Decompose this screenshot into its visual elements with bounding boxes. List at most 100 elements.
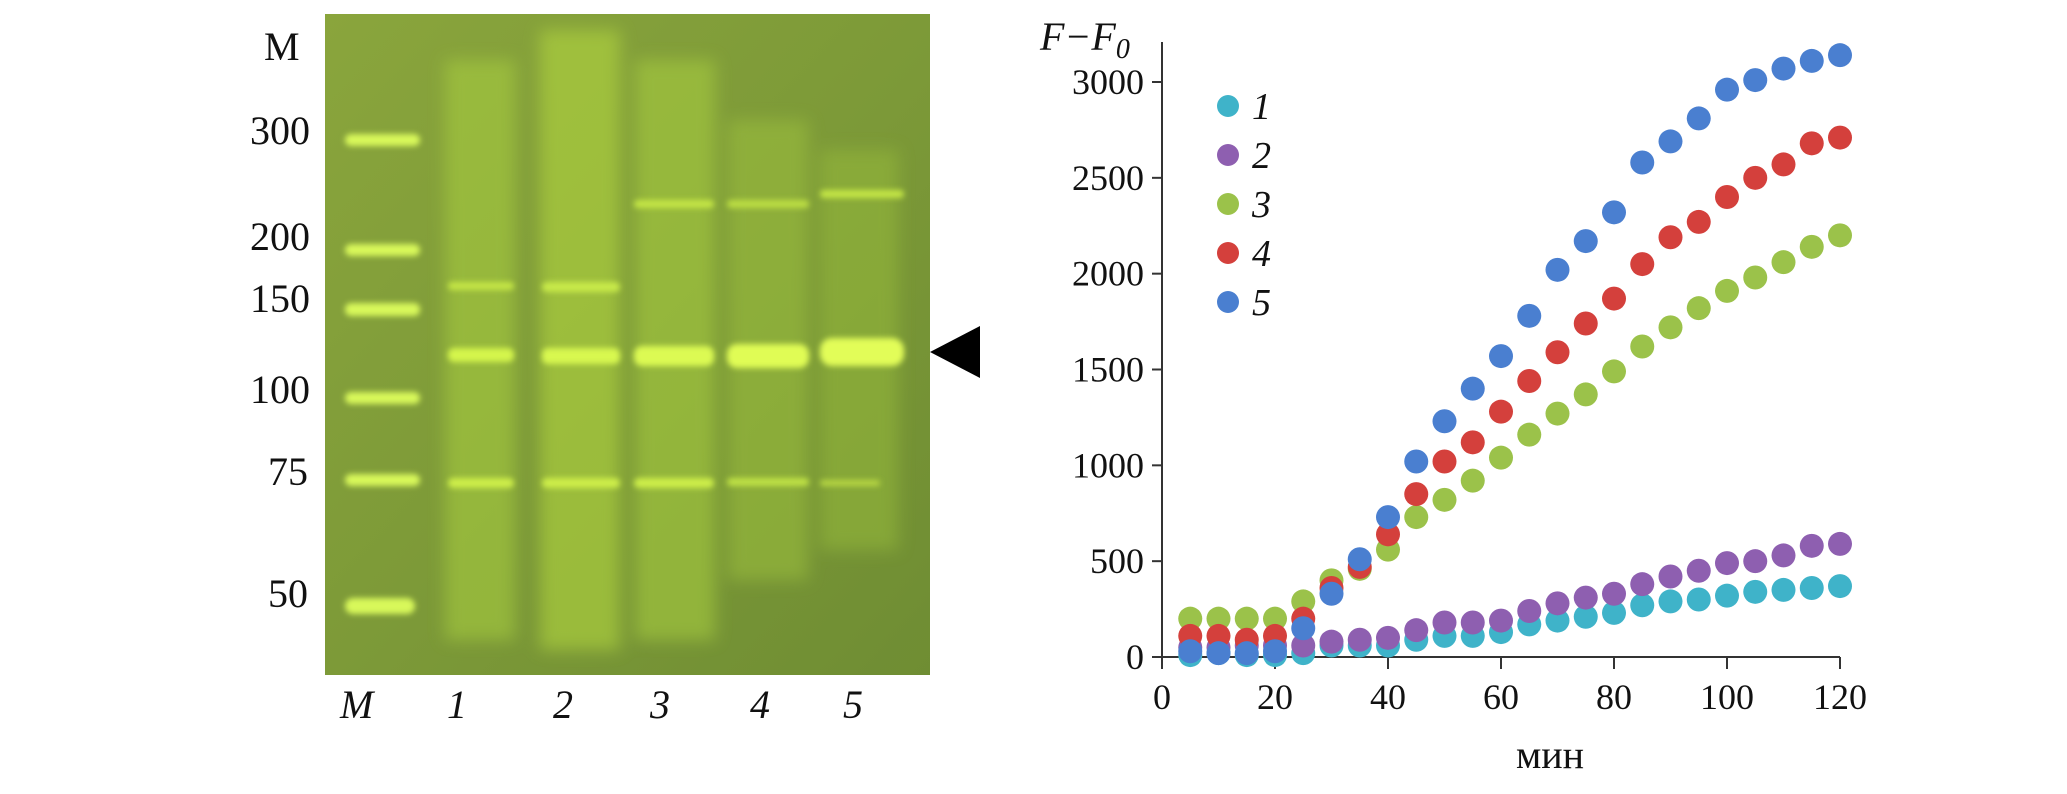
point-series-2-x105 <box>1743 549 1768 574</box>
point-series-3-x80 <box>1602 359 1626 384</box>
point-series-1-x95 <box>1686 587 1711 612</box>
point-series-5-x95 <box>1686 106 1711 131</box>
point-series-5-x70 <box>1545 257 1570 282</box>
legend-marker-1 <box>1217 95 1239 117</box>
legend-marker-2 <box>1217 144 1239 166</box>
point-series-4-x55 <box>1460 430 1485 455</box>
y-tick-label-3000: 3000 <box>1072 62 1144 102</box>
lane-2-main-band <box>542 348 620 364</box>
point-series-3-x70 <box>1545 401 1570 426</box>
marker-title: M <box>264 24 300 69</box>
point-series-5-x25 <box>1291 616 1316 641</box>
x-tick-label-80: 80 <box>1596 677 1632 717</box>
point-series-5-x110 <box>1771 56 1796 81</box>
point-series-1-x115 <box>1799 576 1824 600</box>
point-series-3-x15 <box>1234 606 1259 631</box>
marker-size-200: 200 <box>250 214 310 259</box>
point-series-2-x55 <box>1460 610 1485 635</box>
point-series-3-x120 <box>1828 223 1852 248</box>
point-series-5-x60 <box>1489 344 1513 369</box>
y-tick-label-2500: 2500 <box>1072 158 1144 198</box>
lane-label-3: 3 <box>649 682 670 727</box>
lane-label-2: 2 <box>553 682 573 727</box>
point-series-2-x70 <box>1545 591 1570 616</box>
point-series-4-x50 <box>1432 449 1457 474</box>
point-series-5-x55 <box>1460 376 1485 401</box>
point-series-2-x115 <box>1799 533 1824 558</box>
point-series-5-x75 <box>1573 229 1598 254</box>
point-series-3-x60 <box>1489 445 1513 470</box>
point-series-4-x70 <box>1545 340 1570 365</box>
point-series-3-x75 <box>1573 382 1598 407</box>
x-tick-label-40: 40 <box>1370 677 1406 717</box>
point-series-4-x100 <box>1715 185 1739 209</box>
point-series-3-x95 <box>1686 296 1711 321</box>
point-series-2-x95 <box>1686 558 1711 583</box>
legend-marker-3 <box>1217 193 1239 215</box>
marker-band-75 <box>345 474 420 486</box>
point-series-3-x25 <box>1291 589 1316 614</box>
legend-marker-5 <box>1217 291 1239 313</box>
point-series-2-x75 <box>1573 585 1598 610</box>
point-series-1-x120 <box>1828 574 1852 599</box>
marker-band-200 <box>345 244 420 256</box>
y-tick-label-1000: 1000 <box>1072 445 1144 485</box>
legend-label-3: 3 <box>1251 184 1271 226</box>
series-5 <box>1178 43 1852 666</box>
point-series-1-x85 <box>1630 593 1655 618</box>
point-series-3-x55 <box>1460 468 1485 493</box>
marker-size-50: 50 <box>268 571 308 616</box>
point-series-3-x100 <box>1715 278 1739 303</box>
point-series-2-x25 <box>1291 633 1316 658</box>
point-series-2-x40 <box>1376 625 1400 650</box>
lane-4-main-band <box>727 344 809 368</box>
y-axis-title: F−F0 <box>1039 14 1130 65</box>
x-tick-label-60: 60 <box>1483 677 1519 717</box>
point-series-3-x45 <box>1404 505 1429 530</box>
lane-label-1: 1 <box>447 682 467 727</box>
marker-band-100 <box>345 392 420 404</box>
point-series-4-x110 <box>1771 152 1796 177</box>
point-series-1-x90 <box>1658 589 1683 614</box>
legend-label-1: 1 <box>1252 86 1271 128</box>
point-series-3-x65 <box>1517 422 1542 447</box>
kinetics-scatter-chart: 0 500 1000 1500 2000 2500 3000 0 20 40 60 80 100 120… <box>1039 14 1867 777</box>
point-series-2-x50 <box>1432 610 1457 635</box>
point-series-1-x110 <box>1771 577 1796 602</box>
sample-bands <box>448 190 904 488</box>
x-tick-label-120: 120 <box>1813 677 1867 717</box>
point-series-5-x90 <box>1658 129 1683 154</box>
point-series-3-x10 <box>1206 606 1231 631</box>
point-series-1-x100 <box>1715 583 1739 608</box>
point-series-2-x85 <box>1630 572 1655 597</box>
point-series-5-x50 <box>1432 409 1457 434</box>
point-series-5-x80 <box>1602 200 1626 225</box>
point-series-4-x80 <box>1602 286 1626 311</box>
point-series-1-x80 <box>1602 600 1626 625</box>
point-series-4-x10 <box>1206 623 1231 648</box>
point-series-5-x35 <box>1347 547 1372 572</box>
lane-3-main-band <box>634 346 714 366</box>
point-series-3-x90 <box>1658 315 1683 340</box>
point-series-5-x45 <box>1404 449 1429 474</box>
point-series-4-x60 <box>1489 399 1513 424</box>
point-series-2-x65 <box>1517 599 1542 623</box>
marker-band-150 <box>345 303 420 316</box>
point-series-4-x95 <box>1686 209 1711 234</box>
point-series-4-x90 <box>1658 225 1683 250</box>
point-series-3-x105 <box>1743 265 1768 290</box>
marker-band-50 <box>345 598 415 614</box>
point-series-3-x115 <box>1799 234 1824 259</box>
marker-band-300 <box>345 134 420 146</box>
point-series-5-x105 <box>1743 68 1768 93</box>
x-tick-label-0: 0 <box>1153 677 1171 717</box>
legend-label-4: 4 <box>1252 233 1271 275</box>
point-series-2-x110 <box>1771 543 1796 568</box>
lane-label-5: 5 <box>843 682 863 727</box>
point-series-5-x20 <box>1263 639 1287 664</box>
point-series-4-x120 <box>1828 125 1852 150</box>
point-series-3-x110 <box>1771 250 1796 275</box>
gel-panel: M 300 200 150 100 75 50 M 1 2 3 4 5 <box>250 14 980 727</box>
point-series-1-x70 <box>1545 608 1570 633</box>
